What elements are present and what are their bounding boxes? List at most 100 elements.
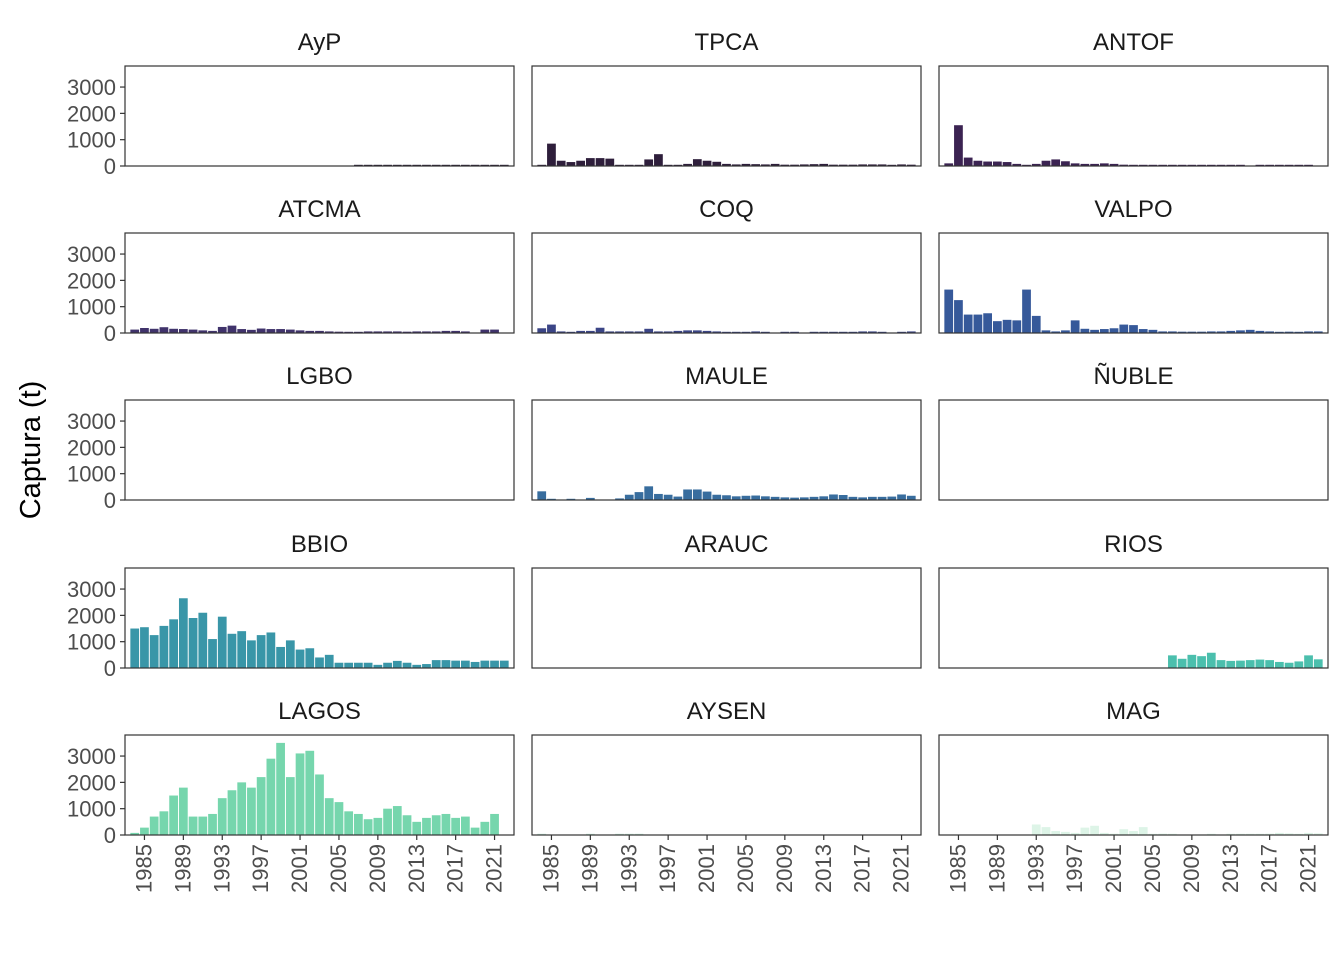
bar (809, 164, 819, 166)
bar (692, 489, 702, 500)
bar (877, 331, 887, 333)
x-tick-label: 1993 (209, 844, 234, 893)
bar (1022, 164, 1031, 166)
bar (363, 662, 373, 668)
bar (373, 664, 383, 668)
bar (480, 329, 490, 333)
bar (654, 331, 663, 333)
panel-border (938, 399, 1329, 501)
bar (1129, 831, 1138, 835)
bar (1109, 328, 1119, 333)
bar (963, 157, 973, 166)
bar (344, 811, 354, 835)
bar (305, 330, 315, 333)
bar (858, 164, 868, 166)
bar (663, 494, 673, 500)
bar (702, 160, 712, 166)
panel-ñuble: ÑUBLE (938, 363, 1329, 501)
bar (1080, 163, 1090, 166)
panel-border (124, 734, 515, 836)
bar (383, 164, 392, 166)
bar (1275, 832, 1284, 835)
bar (431, 660, 441, 668)
bar (1304, 331, 1313, 333)
x-tick-label: 2005 (1140, 844, 1165, 893)
bar (1041, 827, 1051, 835)
x-tick-label: 1997 (1062, 844, 1087, 893)
bar (324, 331, 334, 333)
bar (276, 646, 285, 668)
bar (973, 314, 983, 333)
bar (1187, 654, 1197, 668)
bar (954, 125, 963, 166)
panel-title: ÑUBLE (1093, 363, 1173, 390)
bar (780, 331, 790, 333)
bar (305, 750, 315, 835)
x-tick-label: 1989 (984, 844, 1009, 893)
panel-title: MAULE (685, 363, 768, 390)
bar (431, 815, 441, 835)
bar (663, 164, 673, 166)
bar (169, 328, 178, 333)
bar (838, 331, 848, 333)
bar (799, 497, 809, 500)
x-tick-label: 2021 (482, 844, 507, 893)
bar (1206, 164, 1216, 166)
bar (130, 628, 140, 668)
bar (770, 496, 780, 500)
y-tick-label: 2000 (67, 603, 116, 628)
y-axis-title: Captura (t) (15, 381, 47, 520)
y-tick-label: 0 (104, 154, 116, 179)
bar (1177, 164, 1187, 166)
y-tick-label: 0 (104, 488, 116, 513)
x-tick-label: 2013 (404, 844, 429, 893)
panel-border (938, 567, 1329, 669)
x-tick-label: 2001 (694, 844, 719, 893)
bar (499, 660, 509, 668)
bar (178, 598, 188, 668)
bar (576, 330, 585, 333)
bar (887, 164, 897, 166)
bar (741, 331, 751, 333)
bar (877, 496, 887, 500)
bar (1187, 331, 1197, 333)
bar (169, 795, 178, 835)
y-tick-label: 1000 (67, 797, 116, 822)
bar (285, 329, 295, 333)
bar (451, 330, 461, 333)
bar (490, 164, 499, 166)
bar (683, 330, 692, 333)
bar (140, 328, 149, 333)
bar (1031, 315, 1041, 333)
bar (983, 313, 992, 333)
bar (1284, 331, 1294, 333)
bar (188, 816, 198, 835)
bar (751, 164, 761, 166)
bar (741, 163, 751, 166)
bar (790, 164, 799, 166)
bar (615, 164, 624, 166)
bar (848, 164, 858, 166)
bar (1226, 330, 1236, 333)
bar (712, 494, 722, 500)
bar (992, 321, 1002, 333)
bar (858, 497, 868, 500)
bar (1197, 656, 1206, 668)
bar (461, 164, 470, 166)
bar (702, 330, 712, 333)
y-tick-label: 1000 (67, 630, 116, 655)
panel-antof: ANTOF (938, 29, 1329, 167)
bar (829, 331, 838, 333)
bar (634, 331, 644, 333)
panel-border (531, 567, 922, 669)
x-tick-label: 2021 (889, 844, 914, 893)
bar (1148, 164, 1158, 166)
bar (1177, 658, 1187, 668)
bar (877, 164, 887, 166)
x-tick-label: 2013 (1218, 844, 1243, 893)
bar (451, 660, 461, 668)
bar (227, 633, 237, 668)
